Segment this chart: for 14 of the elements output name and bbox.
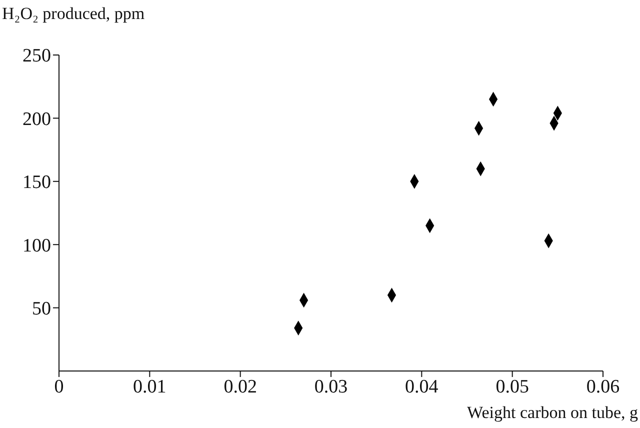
y-tick-label: 200 <box>22 108 51 130</box>
x-tick-label: 0.02 <box>224 376 257 398</box>
x-tick-label: 0 <box>54 376 64 398</box>
y-tick-label: 150 <box>22 172 51 194</box>
y-tick-label: 250 <box>22 46 51 67</box>
y-tick-label: 50 <box>32 298 51 320</box>
y-axis-title: H₂O₂ produced, ppm <box>2 4 145 24</box>
x-axis-title: Weight carbon on tube, g <box>467 403 638 423</box>
y-tick-label: 100 <box>22 235 51 256</box>
x-tick-label: 0.03 <box>314 376 348 398</box>
x-tick-label: 0.01 <box>133 376 166 398</box>
x-tick-label: 0.04 <box>405 376 439 398</box>
x-tick-label: 0.05 <box>496 376 529 398</box>
x-tick-label: 0.06 <box>586 376 620 398</box>
